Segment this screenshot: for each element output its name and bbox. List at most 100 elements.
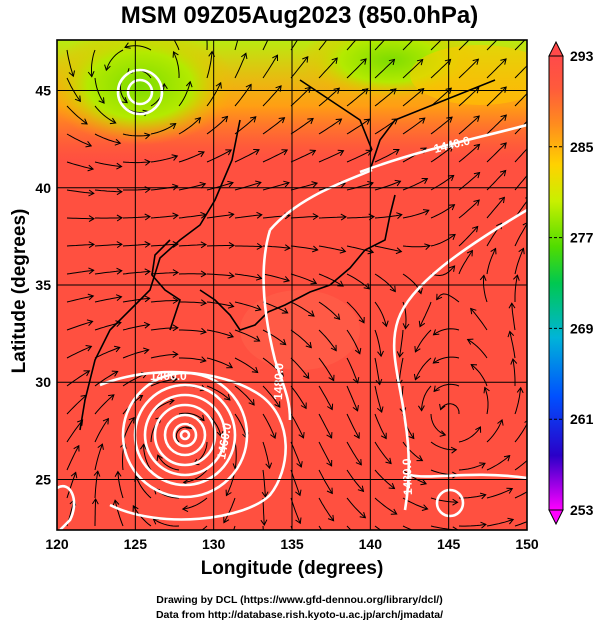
streamline-arrowhead: [327, 403, 334, 411]
streamline-arrowhead: [479, 274, 487, 281]
streamline-arrowhead: [112, 499, 120, 506]
streamline: [234, 84, 252, 107]
streamline: [201, 525, 208, 530]
streamline: [262, 441, 271, 469]
streamline: [458, 523, 486, 527]
streamline-arrowhead: [330, 29, 335, 35]
streamline: [114, 500, 124, 527]
streamline-arrowhead: [255, 304, 262, 312]
streamline-arrowhead: [144, 213, 151, 221]
streamline-arrowhead: [312, 213, 319, 221]
streamline: [135, 475, 152, 499]
x-tick-label: 130: [202, 536, 226, 552]
streamline-arrowhead: [274, 401, 281, 408]
streamline-arrowhead: [388, 483, 396, 490]
streamline: [179, 301, 207, 304]
streamline: [318, 87, 340, 107]
streamline-arrowhead: [253, 149, 260, 155]
streamline-arrowhead: [111, 370, 119, 377]
streamline-arrowhead: [473, 143, 481, 151]
streamline-arrowhead: [185, 80, 193, 88]
streamline-arrowhead: [497, 418, 504, 426]
streamline: [514, 275, 518, 302]
streamline-arrowhead: [169, 123, 177, 130]
streamline: [262, 149, 288, 163]
streamline-arrowhead: [109, 117, 117, 125]
streamline-arrowhead: [359, 512, 367, 519]
streamline-arrowhead: [530, 452, 536, 458]
streamline-arrowhead: [421, 178, 429, 184]
streamline-arrowhead: [227, 331, 235, 339]
credit-data: Data from http://database.rish.kyoto-u.a…: [155, 609, 444, 621]
streamline-arrowhead: [143, 347, 150, 355]
streamline: [374, 214, 402, 219]
streamline: [458, 250, 473, 275]
streamline: [483, 275, 488, 303]
streamline-arrowhead: [361, 88, 369, 95]
streamline-arrowhead: [528, 31, 534, 37]
colorbar-label: 261: [570, 411, 594, 427]
streamline-arrowhead: [328, 374, 335, 382]
streamline: [150, 123, 176, 135]
streamline: [433, 383, 460, 392]
streamline: [470, 308, 488, 331]
streamline: [514, 387, 522, 415]
streamline: [290, 273, 317, 284]
streamline: [173, 51, 180, 79]
streamline: [94, 418, 109, 443]
x-tick-label: 145: [437, 536, 461, 552]
streamline: [178, 244, 207, 247]
streamline-arrowhead: [354, 347, 362, 355]
streamline: [486, 197, 505, 219]
streamline: [430, 87, 452, 107]
credit-drawing: Drawing by DCL (https://www.gfd-dennou.o…: [156, 594, 443, 606]
x-tick-label: 120: [45, 536, 69, 552]
streamline: [467, 339, 488, 359]
streamline-arrowhead: [171, 376, 178, 383]
streamline: [206, 329, 234, 338]
streamline: [402, 88, 425, 107]
streamline-arrowhead: [500, 31, 506, 37]
contour-1480-west: [262, 168, 373, 421]
streamline-arrowhead: [516, 386, 524, 394]
streamline: [173, 40, 180, 51]
streamline: [122, 297, 150, 303]
streamline-arrowhead: [88, 189, 95, 197]
streamline: [433, 328, 460, 336]
streamline: [346, 273, 370, 290]
streamline: [514, 174, 527, 191]
graticule: [57, 40, 527, 530]
streamline: [458, 226, 479, 247]
streamline-arrowhead: [116, 162, 123, 170]
streamline: [346, 245, 374, 253]
streamline: [179, 357, 206, 362]
streamline: [318, 301, 340, 320]
streamline-arrowhead: [240, 52, 248, 60]
streamline: [122, 270, 150, 275]
streamline: [402, 245, 430, 248]
streamline-arrowhead: [128, 416, 135, 424]
streamline: [66, 320, 93, 331]
streamline-arrowhead: [116, 267, 123, 275]
streamline-arrowhead: [255, 273, 263, 281]
streamline-arrowhead: [417, 405, 425, 412]
streamline-arrowhead: [226, 362, 234, 369]
streamline: [318, 329, 337, 351]
streamline-arrowhead: [172, 241, 179, 248]
streamline: [66, 472, 77, 499]
streamline-arrowhead: [70, 471, 78, 479]
streamline: [458, 199, 480, 219]
streamline: [430, 204, 455, 219]
streamline: [234, 329, 260, 342]
streamline-arrowhead: [245, 83, 252, 91]
streamline: [514, 521, 527, 527]
streamline-arrowhead: [479, 492, 487, 500]
streamline-arrowhead: [390, 88, 397, 95]
streamline: [486, 455, 511, 471]
streamline: [94, 370, 118, 387]
streamline: [262, 273, 290, 282]
streamline: [290, 56, 309, 79]
streamline: [430, 59, 451, 79]
streamline: [66, 243, 95, 247]
streamline-arrowhead: [422, 209, 430, 216]
